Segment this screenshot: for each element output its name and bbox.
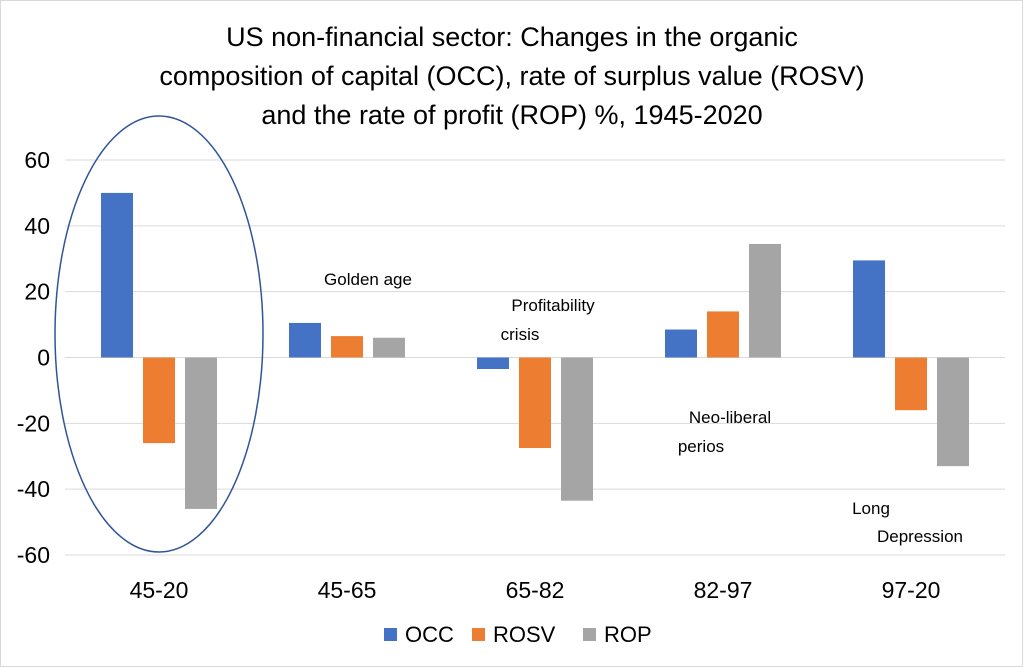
highlight-ellipse [54, 115, 264, 553]
bar-rop-82-97 [749, 243, 781, 358]
bars [101, 192, 969, 509]
annotation-text: Neo-liberal [689, 408, 771, 427]
bar-occ-45-20 [101, 192, 133, 358]
bar-rop-65-82 [561, 357, 593, 501]
legend-label-occ: OCC [405, 622, 454, 647]
bar-rop-45-20 [185, 357, 217, 509]
x-tick-label: 45-20 [130, 577, 189, 603]
x-tick-label: 97-20 [882, 577, 941, 603]
y-tick-label: 60 [24, 147, 50, 173]
x-axis: 45-20 45-65 65-82 82-97 97-20 [130, 577, 941, 603]
legend-label-rop: ROP [604, 622, 652, 647]
bar-occ-65-82 [477, 357, 509, 370]
chart-title-line-2: composition of capital (OCC), rate of su… [159, 61, 864, 91]
annotation-text: Long [852, 499, 890, 518]
legend-swatch-rop [583, 628, 596, 641]
bar-rosv-97-20 [895, 357, 927, 411]
bar-rosv-65-82 [519, 357, 551, 449]
bar-rosv-45-65 [331, 336, 363, 358]
annotations: Golden age Profitability crisis Neo-liberal… [324, 270, 963, 546]
bar-occ-45-65 [289, 322, 321, 358]
gridlines [65, 159, 1005, 556]
chart-title-line-1: US non-financial sector: Changes in the … [226, 22, 798, 52]
highlight [54, 115, 264, 553]
legend-swatch-occ [384, 628, 397, 641]
chart-title: US non-financial sector: Changes in the … [159, 22, 864, 130]
legend-swatch-rosv [472, 628, 485, 641]
y-tick-label: -20 [17, 410, 50, 436]
annotation-text: Depression [877, 527, 963, 546]
chart-title-line-3: and the rate of profit (ROP) %, 1945-202… [261, 100, 762, 130]
y-tick-label: -60 [17, 542, 50, 568]
annotation-text: perios [678, 437, 724, 456]
y-tick-label: 0 [37, 345, 50, 371]
y-tick-label: 40 [24, 213, 50, 239]
annotation-text: crisis [501, 325, 540, 344]
bar-rop-97-20 [937, 357, 969, 467]
legend: OCC ROSV ROP [384, 622, 652, 647]
x-tick-label: 82-97 [694, 577, 753, 603]
y-axis: 60 40 20 0 -20 -40 -60 [17, 147, 50, 568]
annotation-text: Profitability [511, 296, 595, 315]
legend-label-rosv: ROSV [493, 622, 556, 647]
x-tick-label: 65-82 [506, 577, 565, 603]
bar-rosv-45-20 [143, 357, 175, 444]
annotation-text: Golden age [324, 270, 412, 289]
bar-occ-97-20 [853, 260, 885, 358]
bar-rop-45-65 [373, 337, 405, 358]
y-tick-label: 20 [24, 279, 50, 305]
bar-rosv-82-97 [707, 311, 739, 358]
bar-occ-82-97 [665, 329, 697, 358]
y-tick-label: -40 [17, 476, 50, 502]
x-tick-label: 45-65 [318, 577, 377, 603]
